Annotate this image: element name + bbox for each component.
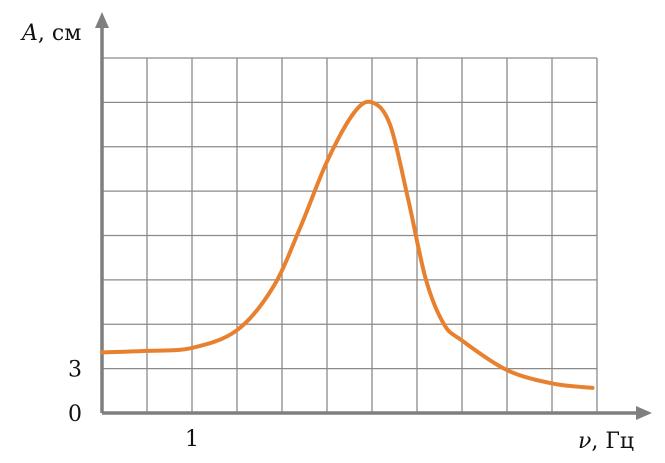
y-tick-label: 0 [68, 402, 82, 427]
y-tick-label: 3 [68, 358, 82, 383]
x-tick-label: 1 [185, 427, 199, 452]
x-axis-label: ν, Гц [578, 429, 634, 454]
y-axis-arrow-icon [95, 12, 109, 28]
tick-labels: 1 0 3 [68, 358, 199, 452]
x-axis-arrow-icon [636, 406, 652, 420]
series-line [100, 99, 595, 390]
grid [102, 57, 598, 413]
y-axis-label: A, см [20, 21, 81, 46]
axes [95, 12, 652, 420]
